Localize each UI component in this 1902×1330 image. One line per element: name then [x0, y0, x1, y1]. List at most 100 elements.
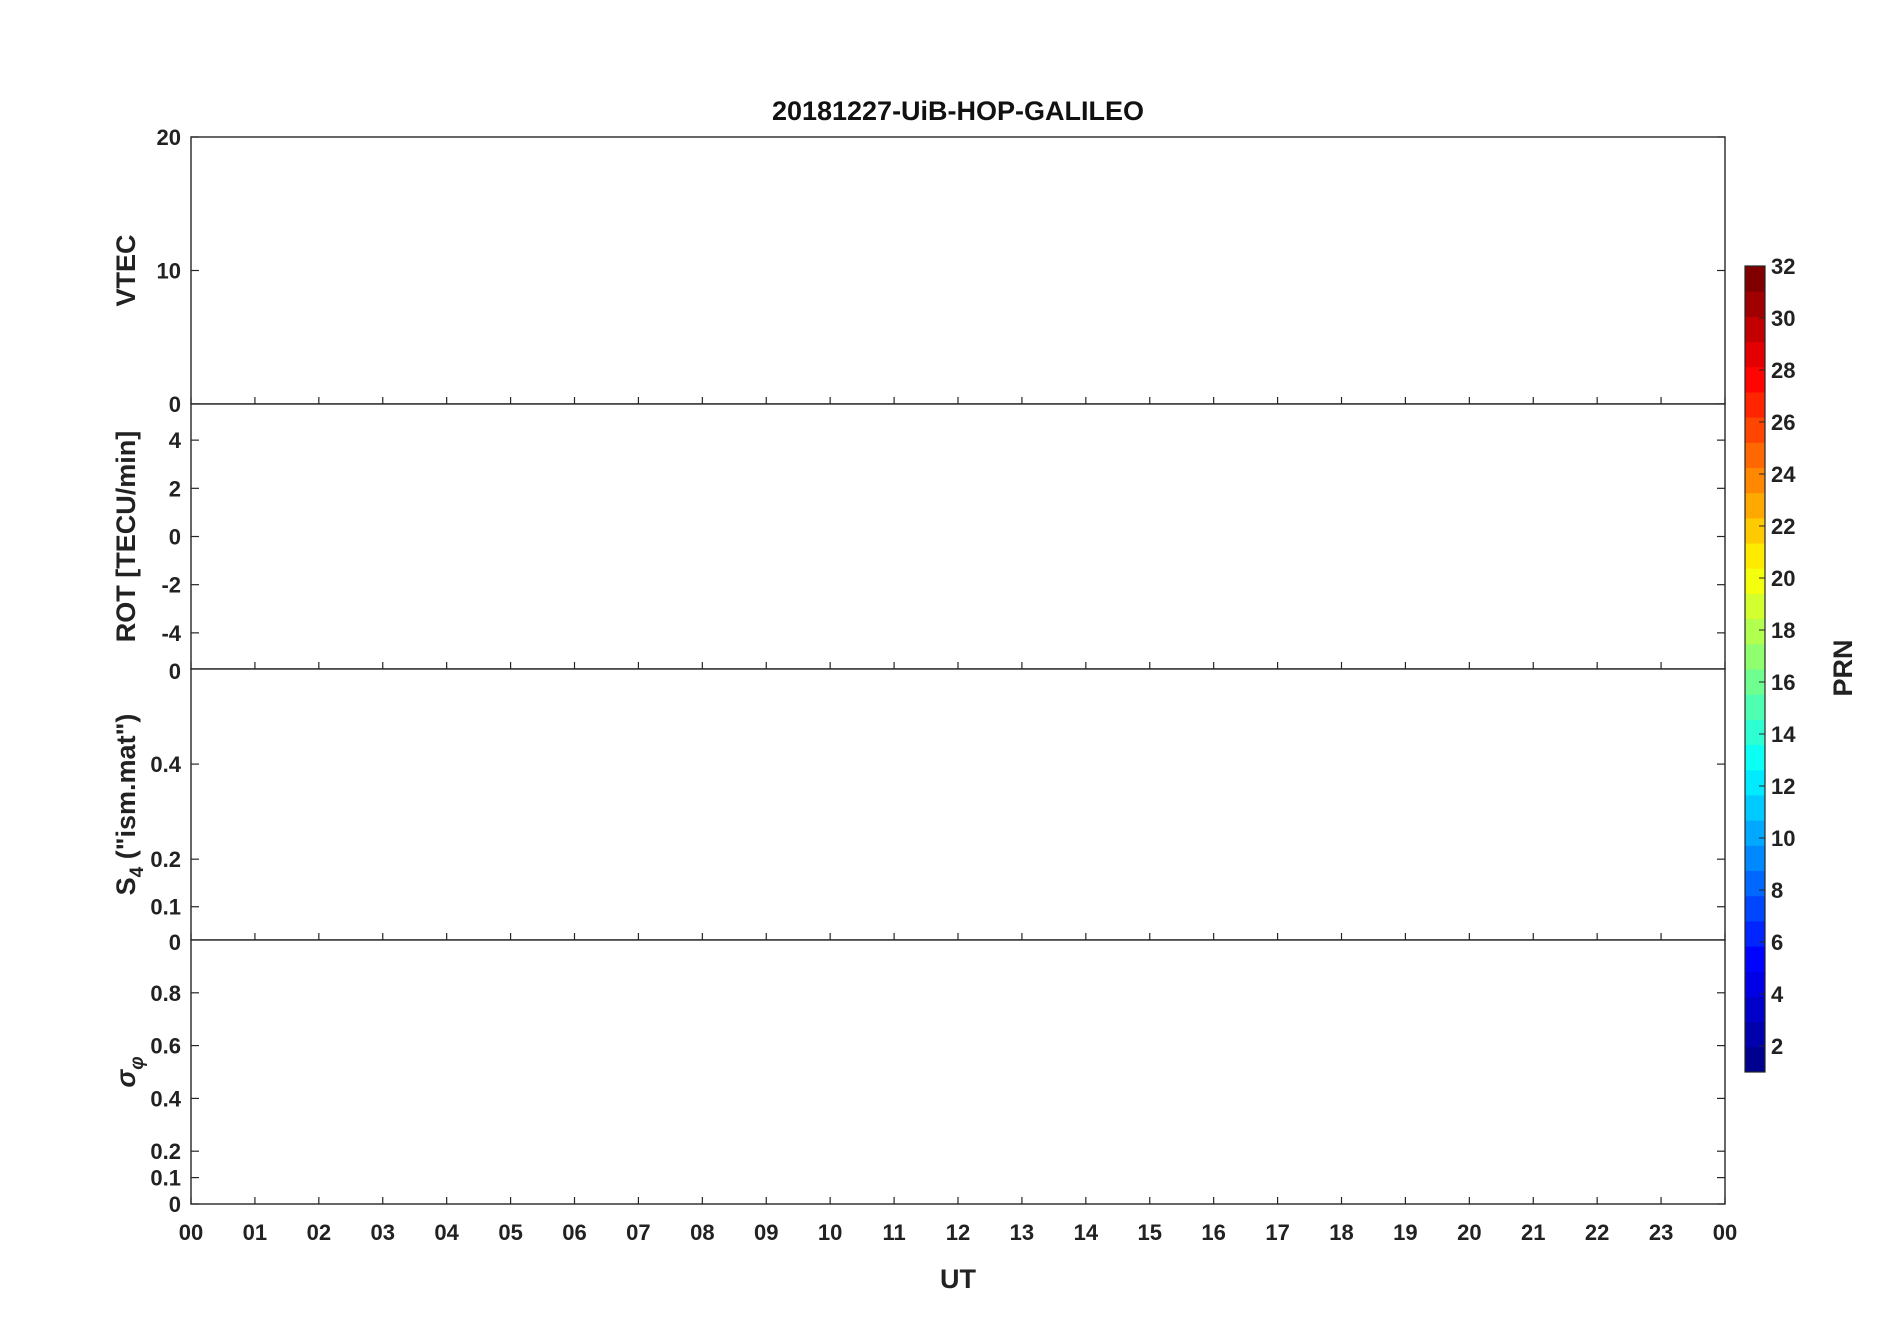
colorbar-tick-label: 26	[1771, 410, 1795, 435]
chart-title: 20181227-UiB-HOP-GALILEO	[772, 96, 1144, 126]
colorbar-tick-label: 10	[1771, 826, 1795, 851]
x-tick-label: 03	[371, 1220, 395, 1245]
x-tick-label: 15	[1138, 1220, 1162, 1245]
colorbar-segment	[1745, 794, 1765, 821]
colorbar-label: PRN	[1828, 639, 1858, 696]
colorbar-segment	[1745, 971, 1765, 997]
panel-frame	[190, 939, 1726, 1205]
x-tick-label: 11	[882, 1220, 905, 1245]
y-axis-label-rot: ROT [TECU/min]	[111, 431, 141, 642]
colorbar-segment	[1745, 568, 1765, 594]
x-tick-label: 17	[1265, 1220, 1289, 1245]
x-tick-label: 07	[626, 1220, 650, 1245]
colorbar-segment	[1745, 467, 1765, 494]
x-tick-label: 20	[1457, 1220, 1481, 1245]
x-tick-label: 02	[307, 1220, 331, 1245]
colorbar-tick-label: 8	[1771, 878, 1783, 903]
colorbar-segment	[1745, 417, 1765, 443]
colorbar-segment	[1745, 769, 1765, 796]
y-tick-label: -2	[161, 573, 181, 598]
colorbar-segment	[1745, 694, 1765, 720]
colorbar-tick-label: 2	[1771, 1034, 1783, 1059]
y-tick-label: 10	[157, 259, 181, 284]
x-tick-label: 08	[690, 1220, 714, 1245]
colorbar-segment	[1745, 719, 1765, 746]
colorbar-tick-label: 30	[1771, 306, 1795, 331]
y-tick-label: 2	[169, 476, 181, 501]
colorbar-tick-label: 22	[1771, 514, 1795, 539]
colorbar-segment	[1745, 870, 1765, 897]
y-axis-label-sigma_phi: σφ	[111, 1056, 148, 1087]
x-tick-label: 00	[1713, 1220, 1737, 1245]
colorbar-segment	[1745, 543, 1765, 569]
colorbar-segment	[1745, 391, 1765, 418]
colorbar-segment	[1745, 744, 1765, 771]
panel-vtec: 0 10 20 VTEC	[111, 125, 1726, 417]
y-tick-label: 0.1	[150, 895, 181, 920]
colorbar-tick-label: 32	[1771, 254, 1795, 279]
colorbar-segment	[1745, 618, 1765, 645]
colorbar-segment	[1745, 920, 1765, 947]
x-tick-label: 01	[243, 1220, 267, 1245]
y-tick-label: 0	[169, 525, 181, 550]
colorbar-segment	[1745, 643, 1765, 670]
x-tick-label: 06	[562, 1220, 586, 1245]
colorbar-tick-label: 16	[1771, 670, 1795, 695]
colorbar-segment	[1745, 1021, 1765, 1048]
y-tick-label: 0	[169, 930, 181, 955]
colorbar-segment	[1745, 442, 1765, 468]
x-tick-label: 14	[1074, 1220, 1099, 1245]
x-tick-label: 16	[1201, 1220, 1225, 1245]
colorbar-segment	[1745, 895, 1765, 922]
panel-s4: 0.1 0.2 0.4 0 S4 ("ism.mat")	[111, 659, 1726, 941]
colorbar-tick-label: 14	[1771, 722, 1796, 747]
colorbar-segment	[1745, 669, 1765, 695]
x-tick-label: 12	[946, 1220, 970, 1245]
y-tick-label: 0.2	[150, 847, 181, 872]
y-tick-label: 0.8	[150, 981, 181, 1006]
panel-frame	[190, 136, 1726, 405]
colorbar-segment	[1745, 316, 1765, 343]
y-tick-label: -4	[161, 621, 181, 646]
colorbar-segment	[1745, 946, 1765, 972]
colorbar-segment	[1745, 266, 1765, 292]
colorbar-segment	[1745, 291, 1765, 317]
colorbar-frame	[1744, 265, 1766, 1073]
x-tick-label: 19	[1393, 1220, 1417, 1245]
colorbar-segment	[1745, 593, 1765, 620]
y-tick-label: 0	[169, 392, 181, 417]
y-tick-label: 0.1	[150, 1166, 181, 1191]
colorbar-tick-label: 20	[1771, 566, 1795, 591]
x-tick-label: 04	[434, 1220, 459, 1245]
panel-rot: -4 -2 0 2 4 ROT [TECU/min]	[111, 403, 1726, 670]
colorbar-segment	[1745, 820, 1765, 846]
x-tick-label: 21	[1521, 1220, 1545, 1245]
colorbar-segment	[1745, 366, 1765, 393]
x-tick-label: 10	[818, 1220, 842, 1245]
x-tick-label: 00	[179, 1220, 203, 1245]
y-tick-label: 0.2	[150, 1139, 181, 1164]
x-tick-label: 05	[498, 1220, 522, 1245]
colorbar-segment	[1745, 341, 1765, 368]
colorbar-segment	[1745, 517, 1765, 544]
colorbar-tick-label: 18	[1771, 618, 1795, 643]
y-axis-label-vtec: VTEC	[111, 234, 141, 306]
colorbar-segment	[1745, 996, 1765, 1023]
x-tick-label: 13	[1010, 1220, 1034, 1245]
y-tick-label: 0.6	[150, 1034, 181, 1059]
colorbar-tick-label: 6	[1771, 930, 1783, 955]
y-tick-label: 0	[169, 1192, 181, 1217]
y-axis-label-s4: S4 ("ism.mat")	[111, 714, 148, 896]
colorbar-segment	[1745, 492, 1765, 519]
colorbar-segment	[1745, 1046, 1765, 1073]
y-tick-label: 4	[169, 428, 182, 453]
colorbar-tick-label: 28	[1771, 358, 1795, 383]
x-tick-label: 09	[754, 1220, 778, 1245]
colorbar-tick-label: 24	[1771, 462, 1796, 487]
colorbar-tick-label: 12	[1771, 774, 1795, 799]
y-tick-label: 0.4	[150, 752, 181, 777]
